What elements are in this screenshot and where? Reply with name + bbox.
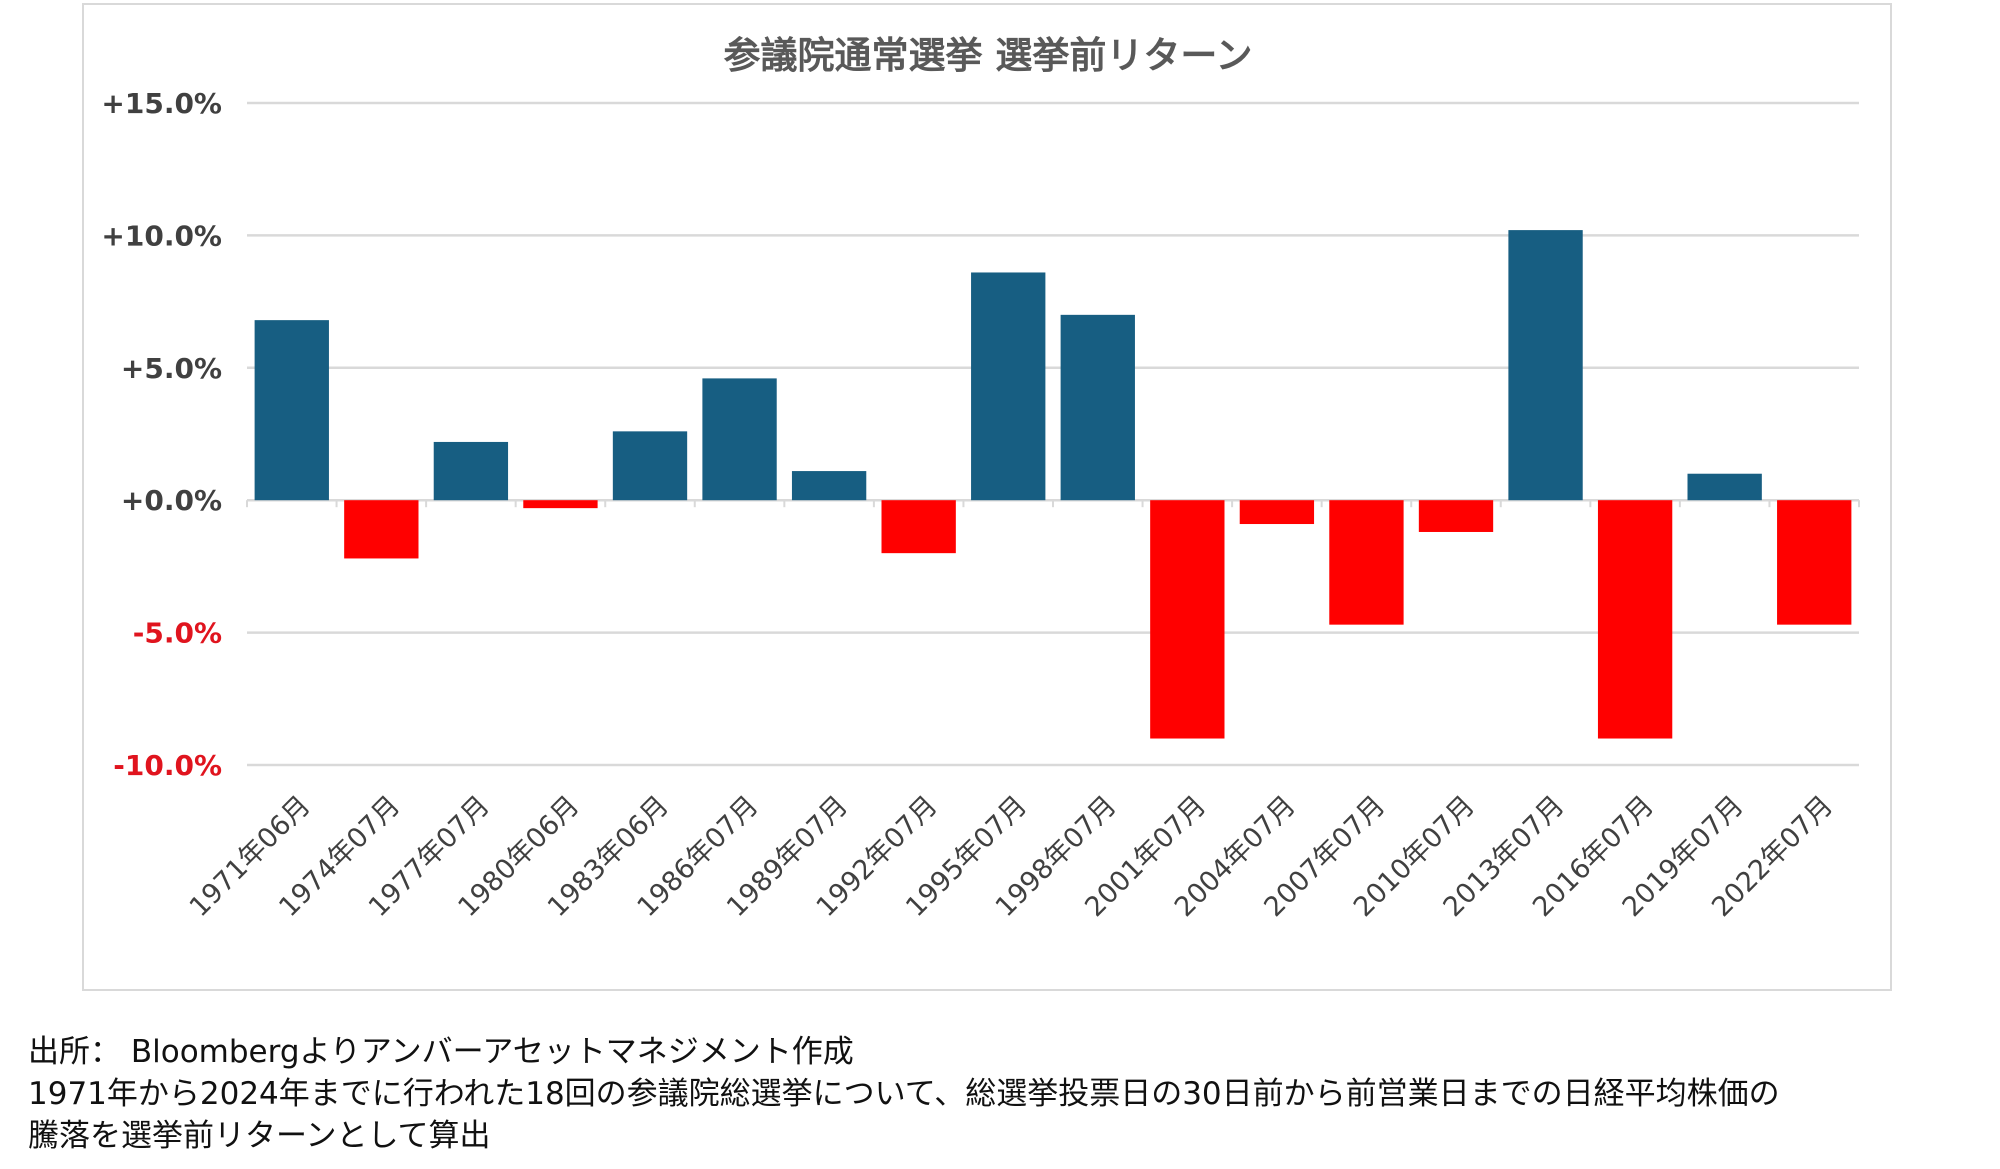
bar-1971年06月 [254,320,329,501]
bar-1977年07月 [433,441,509,501]
bar-2010年07月 [1418,500,1494,532]
y-tick-label: -10.0% [113,749,222,782]
bar-1986年07月 [702,378,777,501]
bar-2019年07月 [1687,473,1762,501]
bar-1989年07月 [791,471,867,501]
bar-2022年07月 [1777,500,1852,625]
bar-1983年06月 [612,431,688,501]
y-tick-label: +10.0% [101,219,222,252]
bar-chart: 参議院通常選挙 選挙前リターン +15.0% +10.0% +5.0% +0.0% -5… [101,34,1860,923]
bar-1998年07月 [1060,314,1135,501]
y-tick-label: +0.0% [121,484,222,517]
bar-1995年07月 [971,272,1046,501]
chart-frame [82,3,1892,991]
bar-2007年07月 [1329,500,1404,625]
y-tick-label: -5.0% [133,617,222,650]
bar-1992年07月 [881,500,956,554]
chart-title: 参議院通常選挙 選挙前リターン [723,34,1252,77]
bar-2016年07月 [1597,500,1673,739]
footnote-line-2: 騰落を選挙前リターンとして算出 [28,1118,491,1154]
bar-1980年06月 [523,500,598,509]
y-tick-label: +5.0% [121,352,222,385]
footnote-line-1: 1971年から2024年までに行われた18回の参議院総選挙について、総選挙投票日… [28,1076,1780,1112]
bar-1974年07月 [344,500,419,559]
y-tick-label: +15.0% [101,87,222,120]
bar-2013年07月 [1508,230,1583,501]
bar-2004年07月 [1239,500,1315,525]
bar-2001年07月 [1150,500,1225,739]
source-note: 出所： Bloombergよりアンバーアセットマネジメント作成 [28,1034,854,1070]
